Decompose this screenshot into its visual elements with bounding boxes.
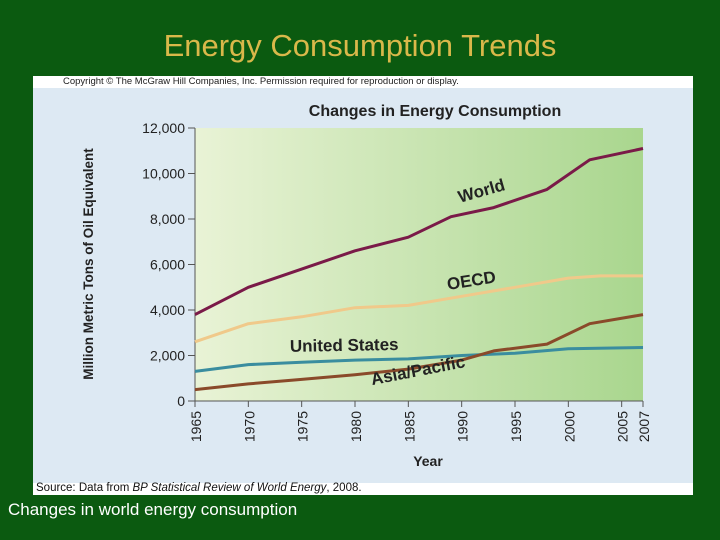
x-tick-label: 1965 (188, 411, 204, 442)
y-tick-label: 12,000 (142, 120, 185, 136)
x-tick-label: 1990 (455, 411, 471, 442)
chart-title: Changes in Energy Consumption (309, 103, 561, 120)
y-tick-label: 0 (177, 393, 185, 409)
y-tick-label: 2,000 (150, 348, 185, 364)
copyright-notice: Copyright © The McGraw Hill Companies, I… (63, 76, 459, 87)
series-line-united-states (194, 346, 644, 373)
source-note: Source: Data from BP Statistical Review … (36, 482, 362, 494)
source-title: BP Statistical Review of World Energy (132, 482, 327, 494)
source-prefix: Source: Data from (36, 482, 133, 494)
series-label-united-states: United States (290, 335, 399, 356)
slide-caption: Changes in world energy consumption (8, 500, 298, 519)
y-tick-label: 8,000 (150, 211, 185, 227)
x-tick-label: 1980 (348, 411, 364, 442)
y-tick-label: 10,000 (142, 166, 185, 182)
slide-title: Energy Consumption Trends (163, 28, 557, 63)
x-tick-label: 2007 (636, 411, 652, 442)
x-tick-label: 1985 (401, 411, 417, 442)
x-tick-label: 1975 (295, 411, 311, 442)
y-tick-label: 6,000 (150, 257, 185, 273)
chart-panel: Changes in Energy Consumption Million Me… (33, 88, 693, 483)
x-tick-label: 1970 (241, 411, 257, 442)
x-axis-label: Year (413, 453, 443, 469)
x-tick-label: 2000 (561, 411, 577, 442)
source-suffix: , 2008. (326, 482, 362, 494)
chart-figure: Copyright © The McGraw Hill Companies, I… (33, 76, 693, 495)
y-axis-label: Million Metric Tons of Oil Equivalent (81, 148, 96, 380)
series-line-asia-pacific (194, 313, 644, 392)
x-tick-label: 1995 (508, 411, 524, 442)
series-line-world (194, 147, 644, 316)
line-chart: Changes in Energy Consumption Million Me… (81, 103, 652, 469)
y-tick-label: 4,000 (150, 302, 185, 318)
series-line-oecd (194, 274, 643, 344)
x-tick-label: 2005 (615, 411, 631, 442)
